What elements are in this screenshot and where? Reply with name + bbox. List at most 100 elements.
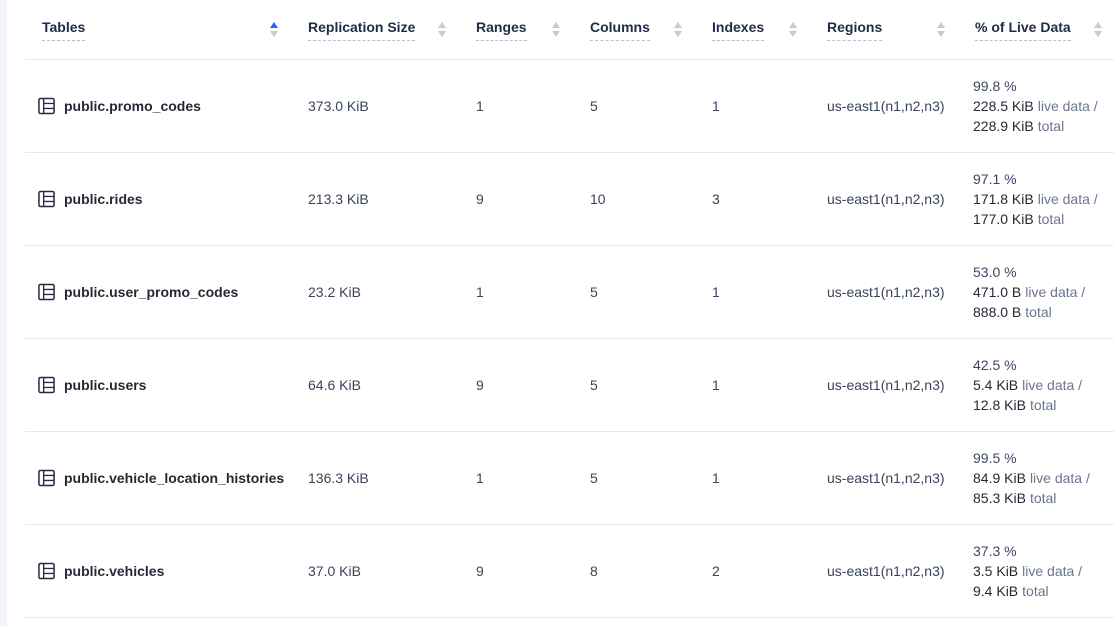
- table-icon: [38, 190, 55, 208]
- table-row[interactable]: public.rides 213.3 KiB 9 10 3 us-east1(n…: [25, 153, 1114, 246]
- regions-value: us-east1(n1,n2,n3): [827, 470, 945, 486]
- column-header-regions[interactable]: Regions: [809, 0, 957, 59]
- table-icon: [38, 283, 55, 301]
- column-header-tables[interactable]: Tables: [25, 0, 290, 59]
- replication-size-value: 136.3 KiB: [308, 470, 369, 486]
- replication-size-value: 37.0 KiB: [308, 563, 361, 579]
- live-data-suffix: live data /: [1037, 98, 1098, 114]
- regions-value: us-east1(n1,n2,n3): [827, 191, 945, 207]
- column-header-label: Columns: [590, 19, 650, 41]
- sort-arrows-icon[interactable]: [937, 22, 945, 37]
- total-suffix: total: [1025, 304, 1052, 320]
- table-name-link[interactable]: public.user_promo_codes: [64, 284, 239, 300]
- ranges-value: 9: [476, 563, 484, 579]
- live-data-size: 171.8 KiB: [973, 191, 1034, 207]
- column-header-indexes[interactable]: Indexes: [694, 0, 809, 59]
- regions-value: us-east1(n1,n2,n3): [827, 377, 945, 393]
- total-size: 888.0 B: [973, 304, 1022, 320]
- live-data-percent: 97.1 %: [973, 171, 1017, 187]
- live-data-suffix: live data /: [1022, 563, 1083, 579]
- table-row[interactable]: public.promo_codes 373.0 KiB 1 5 1 us-ea…: [25, 60, 1114, 153]
- live-data-cell: 99.5 % 84.9 KiB live data / 85.3 KiB total: [957, 448, 1114, 508]
- column-header-label: Ranges: [476, 19, 527, 41]
- live-data-percent: 99.8 %: [973, 78, 1017, 94]
- regions-value: us-east1(n1,n2,n3): [827, 98, 945, 114]
- replication-size-value: 213.3 KiB: [308, 191, 369, 207]
- table-name-link[interactable]: public.vehicles: [64, 563, 165, 579]
- total-size: 228.9 KiB: [973, 118, 1034, 134]
- live-data-cell: 37.3 % 3.5 KiB live data / 9.4 KiB total: [957, 541, 1114, 601]
- columns-value: 10: [590, 191, 606, 207]
- table-name-link[interactable]: public.promo_codes: [64, 98, 201, 114]
- indexes-value: 1: [712, 284, 720, 300]
- live-data-size: 5.4 KiB: [973, 377, 1019, 393]
- live-data-suffix: live data /: [1029, 470, 1090, 486]
- table-name-link[interactable]: public.vehicle_location_histories: [64, 470, 285, 486]
- total-size: 9.4 KiB: [973, 583, 1019, 599]
- replication-size-value: 64.6 KiB: [308, 377, 361, 393]
- table-icon: [38, 376, 55, 394]
- live-data-suffix: live data /: [1037, 191, 1098, 207]
- column-header-label: Replication Size: [308, 19, 416, 41]
- tables-list-card: Tables Replication Size Ranges Columns I…: [7, 0, 1114, 626]
- sort-arrows-icon[interactable]: [270, 22, 278, 37]
- ranges-value: 1: [476, 284, 484, 300]
- live-data-suffix: live data /: [1022, 377, 1083, 393]
- total-size: 85.3 KiB: [973, 490, 1026, 506]
- indexes-value: 3: [712, 191, 720, 207]
- total-suffix: total: [1029, 397, 1057, 413]
- live-data-percent: 42.5 %: [973, 357, 1017, 373]
- table-icon: [38, 469, 55, 487]
- table-name-link[interactable]: public.users: [64, 377, 147, 393]
- table-header-row: Tables Replication Size Ranges Columns I…: [25, 0, 1114, 60]
- columns-value: 5: [590, 470, 598, 486]
- column-header-label: Indexes: [712, 19, 765, 41]
- live-data-size: 84.9 KiB: [973, 470, 1026, 486]
- table-row[interactable]: public.user_promo_codes 23.2 KiB 1 5 1 u…: [25, 246, 1114, 339]
- table-row[interactable]: public.vehicles 37.0 KiB 9 8 2 us-east1(…: [25, 525, 1114, 618]
- regions-value: us-east1(n1,n2,n3): [827, 563, 945, 579]
- total-size: 12.8 KiB: [973, 397, 1026, 413]
- table-name-link[interactable]: public.rides: [64, 191, 143, 207]
- live-data-percent: 53.0 %: [973, 264, 1017, 280]
- table-row[interactable]: public.users 64.6 KiB 9 5 1 us-east1(n1,…: [25, 339, 1114, 432]
- total-suffix: total: [1022, 583, 1049, 599]
- total-suffix: total: [1029, 490, 1057, 506]
- sort-arrows-icon[interactable]: [789, 22, 797, 37]
- live-data-cell: 42.5 % 5.4 KiB live data / 12.8 KiB total: [957, 355, 1114, 415]
- sort-arrows-icon[interactable]: [438, 22, 446, 37]
- column-header-replication-size[interactable]: Replication Size: [290, 0, 458, 59]
- indexes-value: 1: [712, 377, 720, 393]
- total-suffix: total: [1037, 118, 1065, 134]
- sort-arrows-icon[interactable]: [674, 22, 682, 37]
- ranges-value: 1: [476, 98, 484, 114]
- columns-value: 5: [590, 377, 598, 393]
- total-size: 177.0 KiB: [973, 211, 1034, 227]
- replication-size-value: 373.0 KiB: [308, 98, 369, 114]
- column-header-columns[interactable]: Columns: [572, 0, 694, 59]
- column-header-live-data[interactable]: % of Live Data: [957, 0, 1114, 59]
- ranges-value: 9: [476, 191, 484, 207]
- sort-arrows-icon[interactable]: [552, 22, 560, 37]
- columns-value: 8: [590, 563, 598, 579]
- total-suffix: total: [1037, 211, 1065, 227]
- replication-size-value: 23.2 KiB: [308, 284, 361, 300]
- sort-arrows-icon[interactable]: [1094, 22, 1102, 37]
- indexes-value: 1: [712, 470, 720, 486]
- table-icon: [38, 97, 55, 115]
- table-icon: [38, 562, 55, 580]
- column-header-ranges[interactable]: Ranges: [458, 0, 572, 59]
- ranges-value: 1: [476, 470, 484, 486]
- table-row[interactable]: public.vehicle_location_histories 136.3 …: [25, 432, 1114, 525]
- live-data-size: 471.0 B: [973, 284, 1022, 300]
- indexes-value: 2: [712, 563, 720, 579]
- ranges-value: 9: [476, 377, 484, 393]
- indexes-value: 1: [712, 98, 720, 114]
- columns-value: 5: [590, 98, 598, 114]
- live-data-size: 228.5 KiB: [973, 98, 1034, 114]
- column-header-label: % of Live Data: [975, 19, 1071, 41]
- live-data-cell: 99.8 % 228.5 KiB live data / 228.9 KiB tot…: [957, 76, 1114, 136]
- column-header-label: Regions: [827, 19, 883, 41]
- regions-value: us-east1(n1,n2,n3): [827, 284, 945, 300]
